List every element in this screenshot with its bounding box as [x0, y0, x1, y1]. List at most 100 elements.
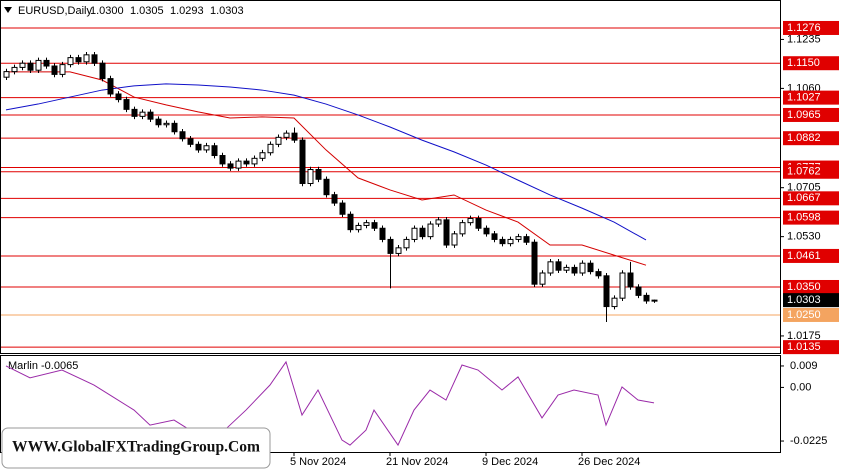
level-label-box — [783, 107, 839, 122]
indicator-line — [5, 360, 655, 447]
candle-body — [315, 169, 322, 180]
candle-body — [411, 227, 418, 240]
level-label: 1.0461 — [787, 250, 821, 262]
level-label-box — [783, 191, 839, 206]
candle-body — [75, 57, 82, 63]
y-tick-label: -0.0225 — [790, 435, 827, 447]
candle-body — [131, 108, 138, 117]
candle-body — [603, 275, 610, 308]
candle-body — [35, 59, 42, 71]
quote-open: 1.0300 — [90, 5, 124, 17]
y-tick-label: 1.1235 — [787, 33, 821, 45]
candle-body — [571, 266, 578, 274]
candle-body — [155, 118, 162, 126]
candle-body — [387, 238, 394, 254]
candle-body — [147, 111, 154, 120]
candle-body — [507, 238, 514, 245]
candle-body — [11, 66, 18, 73]
candle-body — [259, 152, 266, 159]
candle-body — [347, 213, 354, 231]
current-price-box — [783, 293, 839, 308]
level-label: 1.0135 — [787, 341, 821, 353]
candle-body — [323, 178, 330, 196]
candle-body — [451, 233, 458, 246]
candle-body — [611, 297, 618, 308]
candle-body — [331, 194, 338, 204]
candle-body — [211, 145, 218, 157]
candle-body — [139, 111, 146, 117]
candle-body — [43, 59, 50, 67]
candle-body — [187, 138, 194, 145]
symbol: EURUSD,Daily — [18, 5, 92, 17]
indicator-title: Marlin -0.0065 — [8, 360, 78, 372]
candle-body — [619, 272, 626, 299]
candle-body — [475, 217, 482, 229]
level-label: 1.0882 — [787, 132, 821, 144]
quote-high: 1.0305 — [130, 5, 164, 17]
y-tick-label: 1.0175 — [787, 330, 821, 342]
candle-body — [227, 163, 234, 169]
level-label-box — [783, 164, 839, 179]
x-tick-label: 9 Dec 2024 — [482, 456, 538, 468]
candle-body — [163, 122, 170, 126]
candle-body — [115, 93, 122, 101]
candle-body — [539, 272, 546, 285]
main-frame — [0, 0, 781, 354]
candle-body — [467, 217, 474, 224]
quote-low: 1.0293 — [170, 5, 204, 17]
level-label-box — [783, 210, 839, 225]
level-label: 1.0350 — [787, 281, 821, 293]
candle-body — [499, 238, 506, 245]
candle-body — [643, 294, 650, 302]
candle-body — [59, 64, 66, 75]
plot-layer: 1.12351.10601.07051.05301.01751.12761.11… — [1, 20, 839, 468]
candle-body — [19, 62, 26, 68]
x-tick-label: 26 Dec 2024 — [578, 456, 640, 468]
current-price-label: 1.0303 — [787, 294, 821, 306]
candle-body — [51, 65, 58, 75]
candle-body — [523, 236, 530, 243]
x-tick-label: 21 Nov 2024 — [386, 456, 448, 468]
candle-body — [243, 160, 250, 165]
candle-body — [515, 236, 522, 240]
candle-body — [219, 155, 226, 165]
level-label-box — [783, 90, 839, 105]
candle-body — [419, 227, 426, 238]
candle-body — [251, 157, 258, 165]
candle-body — [427, 223, 434, 238]
level-label-box — [783, 131, 839, 146]
watermark: WWW.GlobalFXTradingGroup.Com — [12, 439, 261, 456]
level-label-box — [783, 56, 839, 71]
candle-body — [555, 261, 562, 271]
candle-body — [579, 262, 586, 274]
candle-body — [299, 139, 306, 184]
collapse-icon — [4, 7, 12, 13]
y-tick-label: 0.00 — [790, 381, 811, 393]
candle-body — [307, 169, 314, 184]
candle-body — [563, 266, 570, 271]
level-label-box — [783, 20, 839, 35]
candle-body — [99, 62, 106, 80]
candle-body — [483, 227, 490, 235]
candle-body — [443, 219, 450, 246]
candle-body — [291, 132, 298, 141]
level-label: 1.0667 — [787, 192, 821, 204]
candle-body — [395, 247, 402, 254]
candle-body — [171, 122, 178, 133]
candle-body — [627, 272, 634, 288]
candle-body — [179, 131, 186, 140]
candle-body — [267, 143, 274, 154]
level-label: 1.1150 — [787, 57, 820, 69]
candle-body — [651, 299, 658, 302]
level-label-box — [783, 248, 839, 263]
candle-body — [283, 132, 290, 138]
candle-body — [83, 54, 90, 63]
candle-body — [195, 143, 202, 151]
candle-body — [435, 219, 442, 225]
candle-body — [371, 222, 378, 229]
candle-body — [3, 71, 10, 78]
level-label: 1.1027 — [787, 92, 821, 104]
candle-body — [203, 145, 210, 151]
